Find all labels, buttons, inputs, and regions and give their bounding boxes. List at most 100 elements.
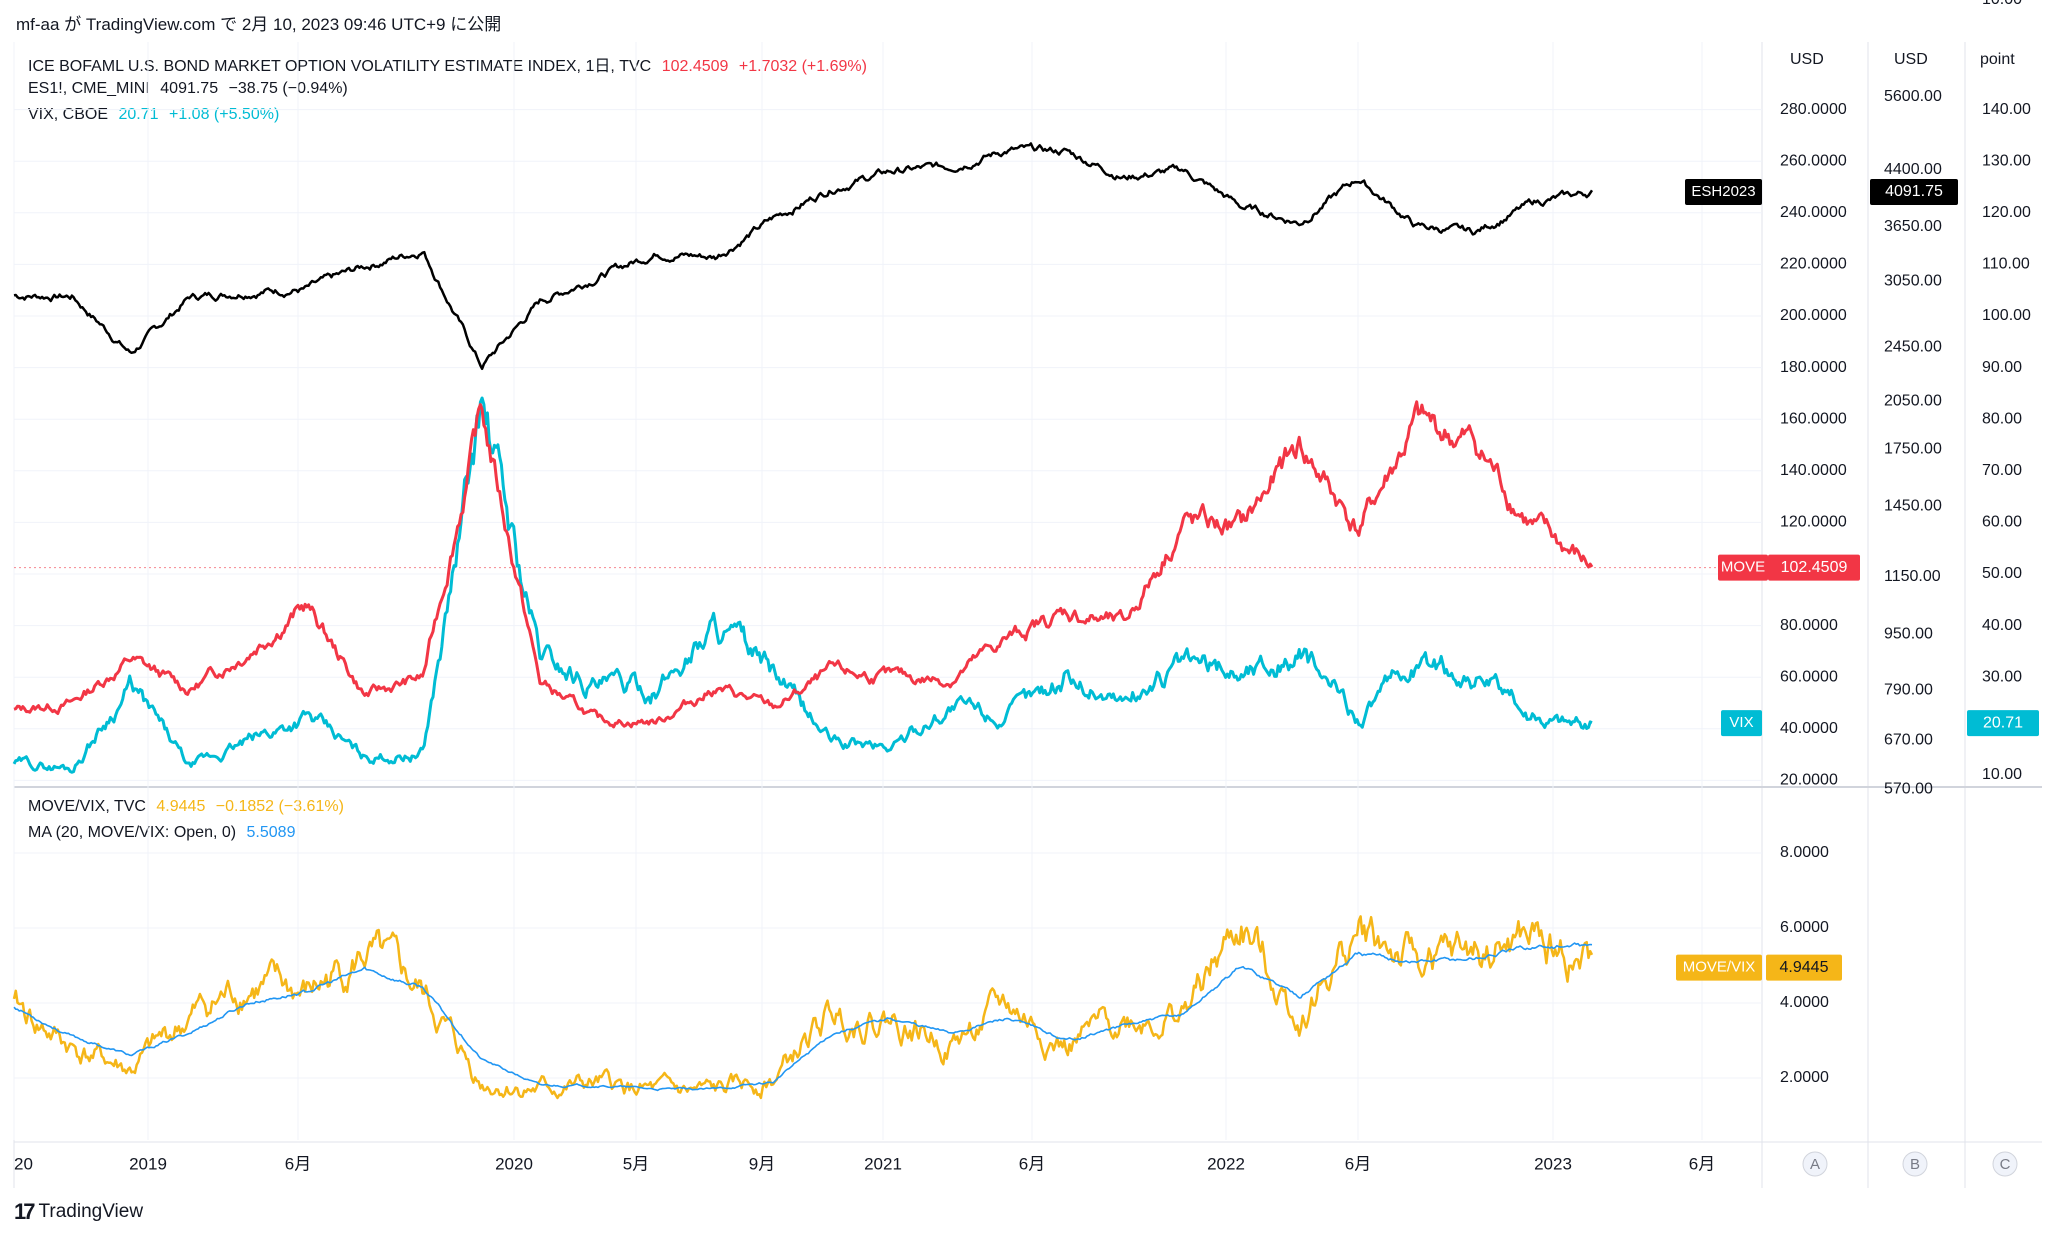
scale-c-tick: 80.00 [1982, 410, 2022, 427]
esh-price-tag [1685, 179, 1762, 205]
scale-mode-button[interactable] [1802, 1151, 1828, 1177]
scale-b-tick: 3050.00 [1884, 272, 1942, 289]
publish-text: が TradingView.com で 2月 10, 2023 09:46 UT… [64, 15, 502, 34]
time-axis-label: 6月 [1689, 1154, 1715, 1173]
time-axis-label: 2022 [1207, 1154, 1245, 1173]
scale-b-tick: 1750.00 [1884, 441, 1942, 458]
scale-a-tick: 260.0000 [1780, 152, 1847, 169]
scale-c-tick: 30.00 [1982, 668, 2022, 685]
esh-price-value-label: 4091.75 [1885, 183, 1943, 200]
legend-vix[interactable]: VIX, CBOE 20.71 +1.08 (+5.50%) [28, 106, 285, 124]
vix-price-value-box [1967, 710, 2039, 737]
scale-mode-label: A [1810, 1156, 1820, 1173]
ratio-price-tag [1676, 954, 1762, 981]
legend-es-name: ES1!, CME_MINI [28, 80, 150, 97]
footer-brand[interactable]: 17 TradingView [14, 1199, 143, 1225]
scale-b-tick: 670.00 [1884, 731, 1933, 748]
scale-b-tick: 5600.00 [1884, 88, 1942, 105]
legend-vix-change: +1.08 (+5.50%) [168, 106, 280, 123]
scale-a-tick: 180.0000 [1780, 359, 1847, 376]
move-vix-ratio-line [12, 915, 1594, 1100]
legend-es[interactable]: ES1!, CME_MINI 4091.75 −38.75 (−0.94%) [28, 80, 354, 98]
scale-c-tick: 10.00 [1982, 766, 2022, 783]
legend-ratio-value: 4.9445 [156, 798, 206, 815]
scale-a-tick: 280.0000 [1780, 101, 1847, 118]
move-price-tag [1718, 554, 1768, 581]
scale-b-tick: 1150.00 [1884, 568, 1941, 585]
legend-es-value: 4091.75 [160, 80, 219, 97]
scale-c-tick: 120.00 [1982, 204, 2031, 221]
legend-move-name: ICE BOFAML U.S. BOND MARKET OPTION VOLAT… [28, 58, 652, 75]
time-axis-label: 2019 [129, 1154, 167, 1173]
scale-mode-button[interactable] [1902, 1151, 1928, 1177]
scale-c-tick: 140.00 [1982, 101, 2031, 118]
scale-b-tick: 4400.00 [1884, 161, 1942, 178]
footer-brand-label: TradingView [38, 1201, 144, 1222]
scale-c-tick: 100.00 [1982, 307, 2031, 324]
move-price-tag-label: MOVE [1721, 559, 1765, 576]
scale-c-tick: 60.00 [1982, 514, 2022, 531]
legend-ma-value: 5.5089 [246, 824, 296, 841]
vix-price-tag [1721, 710, 1762, 737]
vix-price-value-label: 20.71 [1983, 714, 2023, 731]
publish-info: mf-aa が TradingView.com で 2月 10, 2023 09… [16, 10, 501, 35]
scale-a-tick: 160.0000 [1780, 410, 1847, 427]
scale-a-tick: 200.0000 [1780, 307, 1847, 324]
scale-a-tick: 140.0000 [1780, 462, 1847, 479]
esh-price-tag-label: ESH2023 [1691, 183, 1755, 200]
legend-move-value: 102.4509 [661, 58, 729, 75]
publisher-name[interactable]: mf-aa [16, 15, 60, 34]
time-axis-label: 6月 [1345, 1154, 1371, 1173]
time-axis-label: 2020 [495, 1154, 533, 1173]
scale-a-unit: USD [1790, 51, 1824, 68]
time-axis-label: 2023 [1534, 1154, 1572, 1173]
time-axis-label: 6月 [1019, 1154, 1045, 1173]
scale-b-tick: 570.00 [1884, 780, 1933, 797]
scale-c-unit: point [1980, 51, 2015, 68]
legend-ma[interactable]: MA (20, MOVE/VIX: Open, 0) 5.5089 [28, 824, 301, 842]
vix-series-line [12, 396, 1593, 774]
time-axis-label: 2021 [864, 1154, 902, 1173]
scale-a-tick: 220.0000 [1780, 256, 1847, 273]
legend-move[interactable]: ICE BOFAML U.S. BOND MARKET OPTION VOLAT… [28, 52, 873, 76]
scale-a-tick: 20.0000 [1780, 772, 1838, 789]
move-price-value-box [1768, 554, 1860, 581]
time-axis-label: 20 [14, 1154, 33, 1173]
scale-b-tick: 1450.00 [1884, 498, 1942, 515]
es-series-line [13, 142, 1594, 371]
scale-mode-label: C [2000, 1156, 2011, 1173]
scale-a-tick: 240.0000 [1780, 204, 1847, 221]
time-axis-label: 6月 [285, 1154, 311, 1173]
scale-c-tick: 130.00 [1982, 152, 2031, 169]
scale-b-tick: 790.00 [1884, 682, 1933, 699]
scale-b-tick: 3650.00 [1884, 218, 1942, 235]
scale-a-tick: 80.0000 [1780, 617, 1838, 634]
legend-ratio-change: −0.1852 (−3.61%) [215, 798, 344, 815]
scale-a-tick: 40.0000 [1780, 720, 1838, 737]
ratio-price-value-label: 4.9445 [1780, 959, 1829, 976]
scale-a-tick: 120.0000 [1780, 514, 1847, 531]
lower-scale-tick: 6.0000 [1780, 919, 1829, 936]
tradingview-logo-icon: 17 [14, 1199, 36, 1224]
move-price-value-label: 102.4509 [1781, 559, 1848, 576]
move-series-line [13, 400, 1594, 729]
legend-ratio[interactable]: MOVE/VIX, TVC 4.9445 −0.1852 (−3.61%) [28, 798, 350, 816]
vix-price-tag-label: VIX [1729, 714, 1753, 731]
scale-c-tick: 70.00 [1982, 462, 2022, 479]
scale-mode-label: B [1910, 1156, 1920, 1173]
ma-line [13, 942, 1593, 1092]
time-axis-label: 5月 [623, 1154, 649, 1173]
lower-scale-tick: 4.0000 [1780, 994, 1829, 1011]
scale-b-tick: 950.00 [1884, 626, 1933, 643]
scale-mode-button[interactable] [1992, 1151, 2018, 1177]
scale-a-tick: 60.0000 [1780, 668, 1838, 685]
lower-scale-tick: 8.0000 [1780, 844, 1829, 861]
scale-c-tick: 40.00 [1982, 617, 2022, 634]
scale-b-tick: 2450.00 [1884, 339, 1942, 356]
scale-c-tick: 10.00 [1982, 0, 2022, 8]
time-axis-label: 9月 [749, 1154, 775, 1173]
scale-b-unit: USD [1894, 51, 1928, 68]
ratio-price-tag-label: MOVE/VIX [1683, 959, 1756, 976]
esh-price-value-box [1870, 179, 1958, 205]
